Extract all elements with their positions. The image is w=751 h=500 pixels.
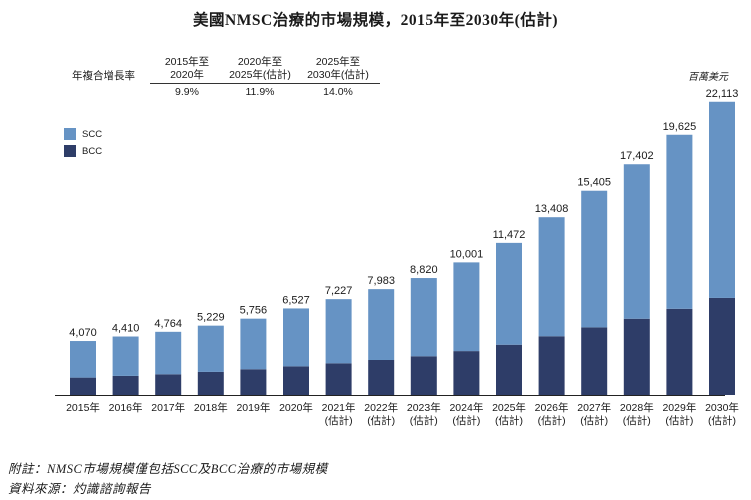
cagr-divider: [150, 83, 380, 84]
x-tick-label-13: 2027年: [577, 401, 611, 414]
footnote-source: 資料來源：灼識諮詢報告: [8, 482, 152, 496]
total-label-7: 7,227: [325, 285, 353, 297]
x-tick-sublabel-14: (估計): [623, 414, 651, 427]
bar-bcc-11: [496, 344, 522, 395]
total-label-3: 4,764: [154, 318, 182, 330]
total-label-16: 22,113: [706, 88, 739, 100]
x-tick-sublabel-15: (估計): [665, 414, 693, 427]
bar-scc-5: [240, 318, 267, 370]
cagr-period-3-line2: 2030年(估計): [307, 69, 369, 81]
legend-swatch-bcc: [64, 145, 76, 157]
cagr-period-3-header: 2025年至 2030年(估計): [298, 56, 378, 82]
bar-bcc-10: [453, 351, 480, 395]
cagr-period-2-line2: 2025年(估計): [229, 69, 291, 81]
total-label-5: 5,756: [240, 305, 268, 317]
x-tick-label-1: 2015年: [66, 401, 100, 414]
x-tick-label-12: 2026年: [535, 401, 569, 414]
bar-bcc-5: [240, 369, 267, 395]
x-tick-label-9: 2023年: [407, 401, 441, 414]
bar-scc-13: [581, 190, 608, 328]
legend-item-bcc: BCC: [64, 145, 102, 157]
bar-scc-3: [155, 331, 182, 375]
bar-scc-14: [623, 164, 650, 319]
cagr-period-1-line1: 2015年至: [164, 56, 210, 68]
legend-item-scc: SCC: [64, 128, 102, 140]
bar-bcc-8: [368, 359, 395, 395]
bar-scc-7: [325, 299, 352, 364]
bar-bcc-15: [666, 308, 693, 395]
bar-bcc-2: [112, 375, 139, 395]
total-label-13: 15,405: [577, 177, 611, 189]
total-label-6: 6,527: [282, 294, 310, 306]
chart-title: 美國NMSC治療的市場規模，2015年至2030年(估計): [193, 12, 558, 29]
x-tick-label-8: 2022年: [364, 401, 398, 414]
cagr-period-3-value: 14.0%: [323, 86, 353, 98]
bar-scc-12: [538, 217, 565, 337]
x-tick-label-16: 2030年: [705, 401, 739, 414]
x-tick-sublabel-16: (估計): [708, 414, 736, 427]
total-label-11: 11,472: [493, 229, 526, 241]
bar-bcc-13: [581, 327, 608, 395]
x-tick-sublabel-8: (估計): [367, 414, 395, 427]
x-tick-label-10: 2024年: [449, 401, 483, 414]
legend-swatch-scc: [64, 128, 76, 140]
footnote-note: 附註：NMSC市場規模僅包括SCC及BCC治療的市場規模: [8, 462, 328, 476]
cagr-period-1-header: 2015年至 2020年: [152, 56, 222, 82]
x-tick-sublabel-13: (估計): [580, 414, 608, 427]
legend-label-scc: SCC: [82, 128, 103, 140]
cagr-period-1-line2: 2020年: [170, 69, 204, 81]
x-tick-label-15: 2029年: [662, 401, 696, 414]
total-label-8: 7,983: [367, 275, 395, 287]
x-tick-label-7: 2021年: [322, 401, 356, 414]
x-tick-label-3: 2017年: [151, 401, 185, 414]
bar-bcc-1: [70, 377, 96, 395]
x-tick-sublabel-7: (估計): [325, 414, 353, 427]
total-label-1: 4,070: [69, 327, 97, 339]
bar-bcc-7: [325, 363, 352, 395]
bar-scc-15: [666, 134, 693, 309]
unit-label: 百萬美元: [688, 72, 728, 83]
bar-bcc-9: [410, 356, 437, 395]
x-tick-sublabel-9: (估計): [410, 414, 438, 427]
x-tick-label-14: 2028年: [620, 401, 654, 414]
bar-bcc-3: [155, 374, 182, 395]
bar-bcc-4: [197, 371, 224, 395]
x-tick-label-2: 2016年: [109, 401, 143, 414]
total-label-4: 5,229: [197, 312, 225, 324]
bar-scc-8: [368, 289, 395, 360]
cagr-period-3-line1: 2025年至: [315, 56, 361, 68]
total-label-12: 13,408: [535, 203, 569, 215]
cagr-period-1-value: 9.9%: [175, 86, 199, 98]
total-label-9: 8,820: [410, 264, 438, 276]
x-tick-sublabel-12: (估計): [538, 414, 566, 427]
x-tick-sublabel-10: (估計): [452, 414, 480, 427]
bar-scc-9: [410, 278, 437, 357]
bar-bcc-6: [283, 366, 309, 395]
bar-scc-2: [112, 336, 139, 376]
cagr-period-2-header: 2020年至 2025年(估計): [220, 56, 300, 82]
bar-bcc-12: [538, 336, 565, 395]
x-tick-sublabel-11: (估計): [495, 414, 523, 427]
total-label-10: 10,001: [450, 248, 484, 260]
total-label-15: 19,625: [663, 121, 697, 133]
total-label-14: 17,402: [620, 150, 654, 162]
cagr-period-2-line1: 2020年至: [237, 56, 283, 68]
bar-bcc-14: [623, 318, 650, 395]
bar-scc-11: [496, 242, 522, 345]
x-tick-label-4: 2018年: [194, 401, 228, 414]
legend-label-bcc: BCC: [82, 145, 103, 157]
x-tick-label-6: 2020年: [279, 401, 313, 414]
x-tick-label-11: 2025年: [492, 401, 526, 414]
bar-scc-10: [453, 262, 480, 352]
cagr-period-2-value: 11.9%: [245, 86, 275, 98]
x-tick-label-5: 2019年: [236, 401, 270, 414]
cagr-row-label: 年複合增長率: [72, 70, 135, 82]
bar-scc-6: [283, 308, 309, 367]
bar-scc-1: [70, 341, 96, 378]
bar-scc-4: [197, 325, 224, 372]
bar-bcc-16: [709, 297, 735, 395]
stacked-bar-chart: 4,070 2015年 4,410 2016年 4,764 2017年 5,229 2018年…: [55, 88, 739, 427]
total-label-2: 4,410: [112, 323, 140, 335]
bar-scc-16: [709, 101, 735, 298]
